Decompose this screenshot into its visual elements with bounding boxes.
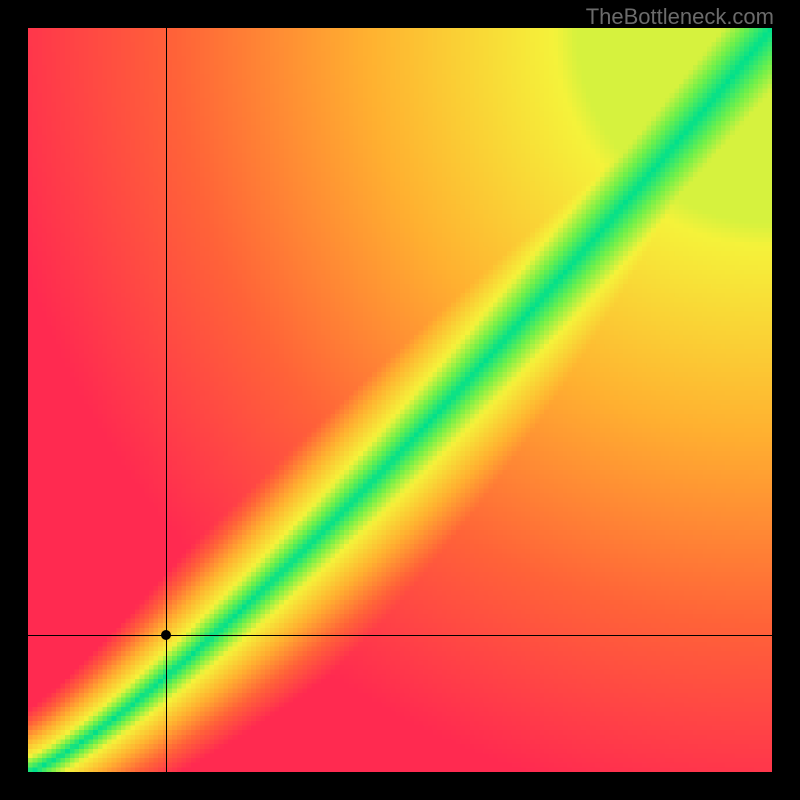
watermark-text: TheBottleneck.com [586, 4, 774, 30]
heatmap-plot [28, 28, 772, 772]
crosshair-vertical [166, 28, 167, 772]
selection-marker [161, 630, 171, 640]
crosshair-horizontal [28, 635, 772, 636]
heatmap-canvas [28, 28, 772, 772]
